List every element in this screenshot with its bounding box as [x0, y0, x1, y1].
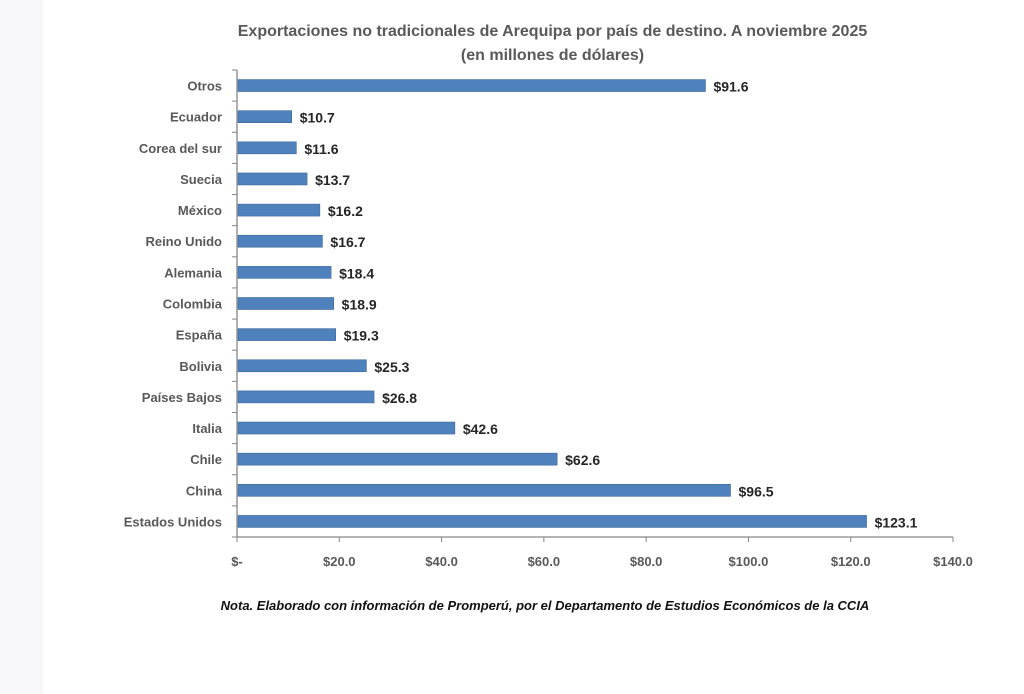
data-label: $91.6: [713, 79, 748, 95]
category-label: Colombia: [163, 297, 223, 312]
bar-españa: [237, 328, 337, 341]
left-margin-strip: [0, 0, 43, 694]
chart-subtitle: (en millones de dólares): [460, 47, 645, 64]
category-label: Suecia: [180, 172, 223, 187]
chart-title: Exportaciones no tradicionales de Arequi…: [180, 20, 925, 68]
x-tick-label: $40.0: [425, 554, 458, 569]
bar-estados-unidos: [237, 515, 867, 528]
data-label: $42.6: [463, 421, 498, 437]
data-label: $10.7: [300, 110, 335, 126]
data-label: $18.4: [339, 265, 374, 281]
bar-corea-del-sur: [237, 141, 297, 155]
data-label: $62.6: [565, 452, 600, 468]
x-tick-label: $80.0: [630, 554, 663, 569]
bar-italia: [237, 421, 456, 435]
bar-china: [237, 483, 731, 497]
data-label: $16.7: [330, 234, 365, 250]
bar-chile: [237, 452, 558, 466]
category-label: Italia: [192, 421, 222, 436]
x-tick-label: $120.0: [831, 554, 871, 569]
category-label: Alemania: [164, 265, 223, 280]
data-label: $26.8: [382, 390, 417, 406]
bar-reino-unido: [237, 234, 323, 248]
bar-méxico: [237, 203, 321, 217]
category-label: México: [178, 203, 222, 218]
category-label: Reino Unido: [145, 234, 222, 249]
data-label: $13.7: [315, 172, 350, 188]
data-label: $19.3: [344, 328, 379, 344]
data-label: $11.6: [304, 141, 338, 157]
chart-title-main: Exportaciones no tradicionales de Arequi…: [237, 23, 868, 40]
x-tick-label: $-: [231, 554, 243, 569]
x-tick-label: $60.0: [528, 554, 561, 569]
data-label: $25.3: [374, 359, 409, 375]
category-label: Ecuador: [170, 110, 222, 125]
data-label: $18.9: [342, 297, 377, 313]
category-label: Bolivia: [179, 359, 222, 374]
bar-otros: [237, 79, 706, 92]
category-label: España: [176, 328, 223, 343]
data-label: $123.1: [875, 514, 918, 530]
category-label: Estados Unidos: [124, 514, 222, 529]
bar-bolivia: [237, 359, 367, 373]
category-label: Chile: [190, 452, 222, 467]
data-label: $16.2: [328, 203, 363, 219]
category-label: Corea del sur: [139, 141, 222, 156]
bar-colombia: [237, 297, 334, 310]
category-label: Otros: [187, 79, 222, 94]
bar-alemania: [237, 266, 332, 279]
bar-ecuador: [237, 110, 293, 123]
x-tick-label: $100.0: [729, 554, 769, 569]
x-tick-label: $140.0: [933, 554, 973, 569]
chart-note: Nota. Elaborado con información de Promp…: [220, 598, 870, 613]
bar-países-bajos: [237, 390, 375, 404]
category-label: China: [186, 483, 223, 498]
x-tick-label: $20.0: [323, 554, 356, 569]
data-label: $96.5: [739, 483, 774, 499]
category-label: Países Bajos: [142, 390, 222, 405]
bar-suecia: [237, 172, 308, 186]
